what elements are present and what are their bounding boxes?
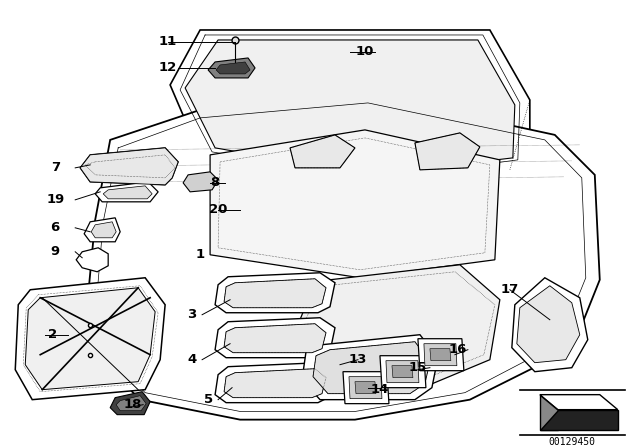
Polygon shape xyxy=(349,377,382,399)
Polygon shape xyxy=(116,396,146,411)
Polygon shape xyxy=(224,324,326,353)
Polygon shape xyxy=(540,409,618,430)
Polygon shape xyxy=(418,339,464,370)
Polygon shape xyxy=(355,382,376,394)
Polygon shape xyxy=(290,265,500,385)
Text: 20: 20 xyxy=(209,203,227,216)
Text: 13: 13 xyxy=(349,353,367,366)
Polygon shape xyxy=(80,148,178,185)
Text: 3: 3 xyxy=(188,308,196,321)
Polygon shape xyxy=(91,222,116,238)
Polygon shape xyxy=(216,62,250,74)
Text: 11: 11 xyxy=(159,35,177,48)
Polygon shape xyxy=(517,286,580,363)
Polygon shape xyxy=(183,172,218,192)
Polygon shape xyxy=(540,395,618,409)
Polygon shape xyxy=(540,395,558,430)
Polygon shape xyxy=(215,363,335,403)
Polygon shape xyxy=(15,278,165,400)
Text: 5: 5 xyxy=(204,393,212,406)
Text: 19: 19 xyxy=(46,194,65,207)
Text: 10: 10 xyxy=(356,45,374,58)
Polygon shape xyxy=(84,218,120,242)
Polygon shape xyxy=(103,186,152,199)
Polygon shape xyxy=(424,344,457,366)
Polygon shape xyxy=(313,342,430,394)
Polygon shape xyxy=(88,95,600,420)
Text: 6: 6 xyxy=(51,221,60,234)
Text: 17: 17 xyxy=(500,283,519,296)
Text: 1: 1 xyxy=(196,248,205,261)
Polygon shape xyxy=(302,335,438,400)
Text: 14: 14 xyxy=(371,383,389,396)
Polygon shape xyxy=(80,148,178,185)
Polygon shape xyxy=(380,356,426,388)
Polygon shape xyxy=(95,182,158,202)
Text: 4: 4 xyxy=(188,353,196,366)
Text: 7: 7 xyxy=(51,161,60,174)
Polygon shape xyxy=(224,369,326,398)
Text: 18: 18 xyxy=(124,398,142,411)
Text: 00129450: 00129450 xyxy=(548,437,595,447)
Text: 8: 8 xyxy=(211,177,220,190)
Polygon shape xyxy=(512,278,588,372)
Text: 16: 16 xyxy=(449,343,467,356)
Polygon shape xyxy=(185,40,515,175)
Polygon shape xyxy=(215,318,335,358)
Polygon shape xyxy=(210,130,500,278)
Polygon shape xyxy=(170,30,530,185)
Text: 2: 2 xyxy=(47,328,57,341)
Text: 9: 9 xyxy=(51,246,60,258)
Polygon shape xyxy=(290,135,355,168)
Polygon shape xyxy=(110,392,150,415)
Polygon shape xyxy=(25,288,155,390)
Polygon shape xyxy=(215,273,335,313)
Text: 12: 12 xyxy=(159,61,177,74)
Text: 15: 15 xyxy=(409,361,427,374)
Polygon shape xyxy=(386,361,419,383)
Polygon shape xyxy=(208,58,255,78)
Polygon shape xyxy=(415,133,480,170)
Polygon shape xyxy=(224,279,326,308)
Polygon shape xyxy=(343,372,389,404)
Polygon shape xyxy=(430,349,451,361)
Polygon shape xyxy=(392,366,413,378)
Polygon shape xyxy=(76,248,108,272)
